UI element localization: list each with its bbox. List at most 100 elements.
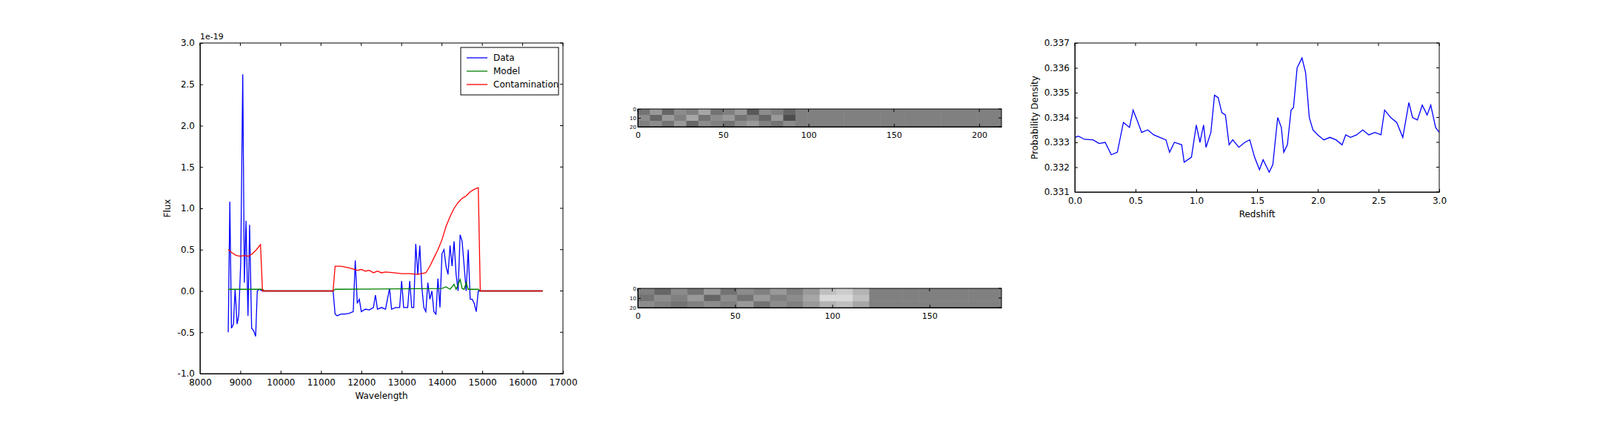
y-axis-tick-mark	[200, 249, 203, 251]
heatmap-cell	[703, 288, 721, 295]
heatmap-cell	[807, 108, 820, 116]
series-line	[228, 279, 543, 292]
y-axis-tick: 1.0	[180, 202, 203, 214]
x-axis-tick-label: 9000	[229, 377, 253, 388]
heatmap-cell	[786, 294, 804, 302]
y-axis-tick-label: 20	[629, 305, 637, 312]
x-axis-tick-label: 200	[971, 130, 988, 140]
x-axis-tick-label: 100	[801, 130, 818, 140]
y-axis-tick: 0.333	[1044, 137, 1078, 148]
x-axis-tick: 100	[801, 123, 818, 140]
y-axis-tick-label: 0.332	[1044, 162, 1070, 173]
heatmap-cell	[687, 288, 705, 295]
heatmap-cell	[698, 120, 712, 127]
y-axis-tick-mark	[1074, 117, 1078, 119]
x-axis-tick-label: 16000	[508, 377, 538, 388]
heatmap-cell	[746, 120, 760, 127]
heatmap-cell	[737, 288, 755, 295]
heatmap-cell	[753, 288, 771, 295]
heatmap-cell	[902, 294, 920, 302]
x-axis-tick-label: 0.0	[1068, 195, 1083, 206]
heatmap-cell	[687, 294, 705, 302]
series-line	[1074, 57, 1440, 172]
heatmap-cell	[649, 120, 663, 127]
y-tick-mark-right	[1436, 92, 1440, 94]
heatmap-cell	[770, 300, 788, 308]
heatmap-cell	[843, 120, 857, 127]
heatmap-cell	[746, 114, 760, 122]
heatmap-cell	[649, 108, 663, 116]
x-axis-tick-label: 14000	[428, 377, 457, 388]
heatmap-cell	[786, 288, 804, 295]
x-tick-mark-top	[1196, 42, 1198, 46]
heatmap-cell	[753, 294, 771, 302]
heatmap-cell	[687, 300, 705, 308]
heatmap-cell	[977, 114, 990, 122]
heatmap-cell	[734, 120, 748, 127]
heatmap-cell	[953, 108, 966, 116]
heatmap-cell	[965, 120, 978, 127]
heatmap-cell	[710, 120, 723, 127]
heatmap-cell	[968, 294, 986, 302]
x-axis-tick-mark	[722, 123, 724, 127]
y-axis-tick-label: 0.0	[180, 285, 195, 297]
heatmap-cell	[985, 300, 1002, 308]
y-axis-tick: 0	[633, 106, 641, 113]
heatmap-cell	[771, 120, 784, 127]
heatmap-cell	[880, 108, 893, 116]
y-axis-tick: 0.334	[1044, 112, 1078, 123]
x-axis-tick: 150	[886, 123, 903, 140]
x-axis-tick-label: 3.0	[1432, 195, 1447, 206]
y-axis-tick-label: 20	[629, 124, 637, 131]
heatmap-cell	[928, 120, 942, 127]
legend-label: Contamination	[493, 79, 559, 90]
heatmap-cell	[703, 294, 721, 302]
x-axis-tick-mark	[1257, 188, 1258, 192]
y-axis-tick-mark	[637, 117, 641, 119]
heatmap-cell	[953, 120, 966, 127]
heatmap-cell	[820, 288, 838, 295]
x-tick-mark-top	[1378, 42, 1380, 46]
heatmap-cell	[856, 120, 869, 127]
heatmap-cell	[637, 114, 651, 122]
heatmap-cell	[820, 120, 833, 127]
y-axis-tick-mark	[637, 297, 641, 299]
heatmap-cell	[807, 120, 820, 127]
x-axis-tick-mark	[894, 123, 895, 127]
heatmap-cell	[918, 288, 936, 295]
y-tick-mark-right	[560, 83, 563, 85]
heatmap-cell	[737, 294, 755, 302]
y-axis-tick: -0.5	[177, 327, 203, 338]
y-axis-tick-label: 2.5	[180, 79, 195, 90]
x-tick-mark-top	[893, 108, 895, 112]
heatmap-cell	[928, 114, 942, 122]
x-tick-mark-top	[1257, 42, 1258, 46]
heatmap-cell	[965, 114, 978, 122]
offset-label: 1e-19	[200, 31, 224, 42]
heatmap-cell	[654, 288, 672, 295]
x-axis-tick: 16000	[508, 370, 538, 388]
x-axis-tick-mark	[240, 370, 241, 374]
heatmap-cell	[953, 114, 966, 122]
x-axis-tick-mark	[361, 370, 363, 374]
heatmap-cell	[802, 300, 820, 308]
heatmap-cell	[746, 108, 760, 116]
heatmap-cell	[892, 108, 906, 116]
heatmap-cell	[637, 288, 655, 295]
heatmap-cell	[856, 114, 869, 122]
y-axis-tick: 10	[629, 295, 641, 302]
plot-frame	[637, 288, 1002, 308]
y-tick-mark-right	[1436, 117, 1440, 118]
heatmap-cell	[868, 108, 881, 116]
y-tick-mark-right	[1436, 67, 1440, 69]
plot-area	[228, 74, 543, 336]
x-axis-tick-mark	[1196, 188, 1198, 192]
x-axis: 050100150	[635, 304, 1003, 321]
heatmap-cell	[671, 300, 689, 308]
heatmap-cell	[637, 294, 655, 302]
heatmap-cell	[836, 294, 854, 302]
figure: 8000900010000110001200013000140001500016…	[0, 0, 1600, 427]
x-axis-tick-mark	[929, 304, 931, 308]
y-axis-title: Probability Density	[1029, 75, 1040, 160]
heatmap-cell	[654, 294, 672, 302]
